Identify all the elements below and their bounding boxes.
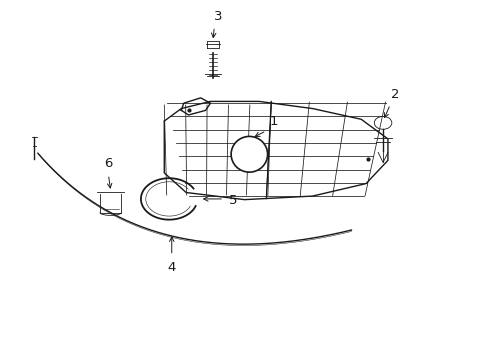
- Text: 3: 3: [213, 10, 222, 23]
- Text: 2: 2: [390, 89, 399, 102]
- Text: 1: 1: [269, 115, 277, 128]
- Text: 5: 5: [228, 194, 237, 207]
- Ellipse shape: [231, 136, 267, 172]
- Text: 4: 4: [167, 261, 176, 274]
- Text: 6: 6: [104, 157, 112, 170]
